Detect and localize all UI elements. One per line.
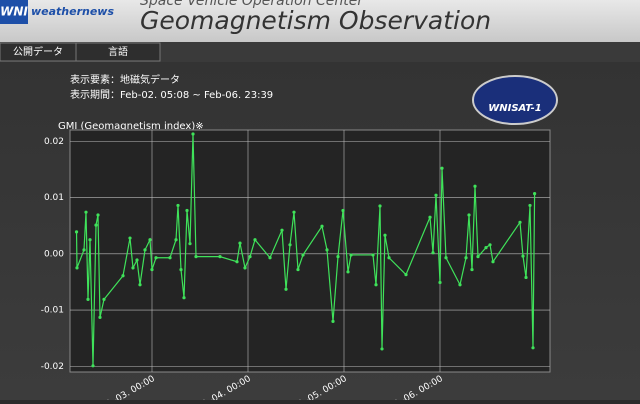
data-point	[341, 208, 345, 213]
data-point	[284, 287, 288, 291]
data-point	[371, 253, 375, 257]
plot-area	[69, 129, 551, 373]
data-point	[484, 246, 488, 250]
data-point	[143, 248, 147, 252]
data-point	[185, 208, 189, 213]
data-point	[128, 236, 132, 240]
data-point	[154, 256, 158, 260]
data-point	[243, 266, 247, 270]
data-point	[491, 260, 495, 264]
y-axis-label: GMI (Geomagnetism index)※	[58, 121, 204, 132]
data-point	[194, 255, 198, 259]
data-point	[331, 319, 335, 323]
data-point	[238, 241, 242, 245]
data-point	[518, 220, 522, 224]
data-point	[135, 258, 139, 262]
data-point	[91, 364, 95, 368]
data-point	[336, 255, 340, 259]
data-point	[179, 267, 183, 272]
logo: WNI	[0, 5, 28, 19]
data-point	[296, 267, 300, 272]
data-point	[191, 132, 195, 136]
data-point	[148, 238, 152, 242]
data-point	[374, 283, 378, 287]
y-tick-label: 0.01	[44, 193, 64, 203]
data-point	[346, 270, 350, 274]
data-point	[470, 267, 474, 272]
logo-box	[0, 0, 28, 24]
data-point	[473, 184, 477, 188]
data-point	[320, 224, 324, 228]
data-point	[444, 256, 448, 260]
menu-item[interactable]: 言語	[108, 45, 128, 58]
data-point	[531, 346, 535, 350]
badge: WNISAT-1	[488, 103, 542, 114]
info-element: 表示要素：地磁気データ	[70, 73, 180, 86]
data-point	[131, 266, 135, 270]
data-point	[268, 256, 272, 260]
data-point	[176, 203, 180, 208]
data-point	[188, 242, 192, 246]
data-point	[488, 243, 492, 247]
data-point	[248, 255, 252, 259]
data-point	[383, 233, 387, 237]
data-point	[380, 347, 384, 351]
data-point	[349, 253, 353, 257]
data-point	[467, 213, 471, 217]
data-point	[533, 191, 537, 196]
header-subtitle: Space Vehicle Operation Center	[140, 0, 364, 9]
data-point	[521, 254, 525, 258]
data-point	[438, 280, 442, 285]
data-point	[168, 256, 172, 260]
data-point	[74, 230, 79, 234]
y-tick-label: -0.01	[41, 306, 64, 316]
data-point	[82, 248, 86, 252]
data-point	[387, 256, 391, 260]
info-period: 表示期間：Feb-02. 05:08 ~ Feb-06. 23:39	[70, 88, 273, 101]
data-point	[434, 193, 438, 197]
menu-item[interactable]: 公開データ	[13, 45, 63, 58]
data-point	[292, 210, 296, 214]
data-point	[428, 215, 432, 219]
data-point	[288, 243, 292, 247]
data-point	[440, 166, 444, 170]
data-point	[524, 275, 528, 280]
data-point	[235, 260, 239, 264]
data-point	[182, 296, 186, 300]
data-point	[98, 315, 102, 320]
data-point	[88, 238, 92, 242]
data-point	[102, 297, 106, 301]
header-title: Geomagnetism Observation	[140, 6, 491, 35]
data-point	[378, 204, 382, 208]
data-point	[464, 256, 468, 260]
y-tick-label: 0.00	[44, 249, 64, 259]
data-point	[121, 274, 125, 278]
data-point	[325, 248, 329, 252]
data-point	[96, 213, 100, 217]
y-tick-label: 0.02	[44, 137, 64, 147]
data-point	[138, 283, 142, 287]
data-point	[404, 273, 408, 277]
data-point	[218, 255, 222, 259]
badge-bg	[472, 75, 558, 125]
menu-button[interactable]	[75, 42, 161, 62]
data-point	[174, 238, 178, 242]
data-point	[94, 223, 98, 227]
data-point	[150, 267, 154, 272]
data-point	[431, 251, 435, 255]
data-point	[84, 210, 88, 214]
data-point	[458, 283, 462, 287]
y-tick-label: -0.02	[41, 362, 64, 372]
data-point	[253, 238, 257, 242]
header-bar	[0, 0, 640, 42]
data-point	[528, 203, 532, 208]
data-point	[280, 228, 284, 232]
data-point	[86, 297, 90, 301]
data-point	[75, 266, 79, 270]
data-point	[301, 253, 305, 257]
data-point	[476, 255, 480, 259]
brand: weathernews	[31, 5, 114, 18]
